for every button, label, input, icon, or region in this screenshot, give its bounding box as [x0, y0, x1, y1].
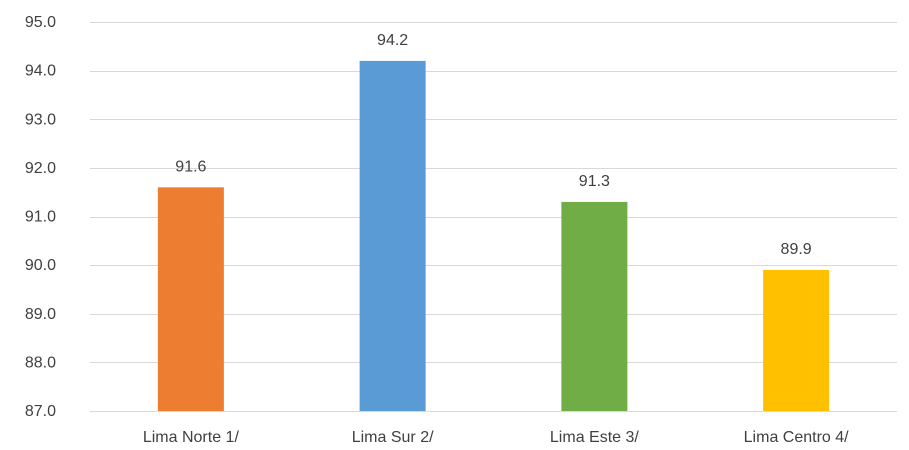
bar [359, 60, 426, 412]
data-label: 91.3 [579, 173, 610, 190]
data-labels: 91.6 94.2 91.3 89.9 [175, 32, 811, 258]
data-label: 94.2 [377, 32, 408, 49]
data-label: 89.9 [781, 241, 812, 258]
x-axis-category-labels: Lima Norte 1/Lima Sur 2/Lima Este 3/Lima… [143, 429, 849, 446]
bar [157, 187, 224, 411]
y-tick-label: 89.0 [25, 306, 56, 323]
category-label: Lima Este 3/ [550, 429, 639, 446]
y-tick-label: 88.0 [25, 354, 56, 371]
category-label: Lima Sur 2/ [352, 429, 434, 446]
y-tick-label: 95.0 [25, 14, 56, 31]
y-tick-label: 87.0 [25, 403, 56, 420]
bars [157, 60, 830, 412]
bar [561, 201, 628, 411]
y-tick-label: 94.0 [25, 63, 56, 80]
y-tick-label: 90.0 [25, 257, 56, 274]
bar [763, 269, 830, 411]
y-tick-label: 92.0 [25, 160, 56, 177]
category-label: Lima Norte 1/ [143, 429, 240, 446]
y-tick-label: 91.0 [25, 209, 56, 226]
y-axis-tick-labels: 87.0 88.0 89.0 90.0 91.0 92.0 93.0 94.0 95.0 [25, 14, 56, 420]
data-label: 91.6 [175, 158, 206, 175]
category-label: Lima Centro 4/ [744, 429, 849, 446]
gridlines [90, 22, 897, 412]
y-tick-label: 93.0 [25, 111, 56, 128]
